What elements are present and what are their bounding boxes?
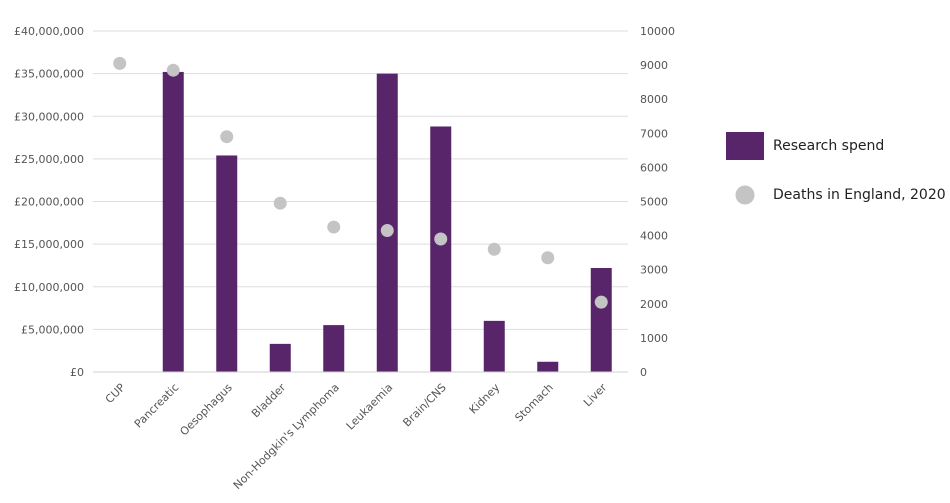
bar <box>483 320 505 372</box>
x-tick-label: CUP <box>103 381 128 406</box>
bar <box>537 361 559 372</box>
deaths-point <box>487 242 501 256</box>
right-tick-label: 1000 <box>640 332 668 345</box>
left-axis: £0 £5,000,000 £10,000,000 £15,000,000 £20,00… <box>14 25 84 379</box>
legend-label-deaths: Deaths in England, 2020 <box>773 187 946 203</box>
x-tick-label: Non-Hodgkin's Lymphoma <box>231 381 342 492</box>
right-tick-label: 9000 <box>640 59 668 72</box>
left-tick-label: £25,000,000 <box>14 153 84 166</box>
deaths-point <box>434 232 448 246</box>
deaths-point <box>273 196 287 210</box>
x-tick-label: Brain/CNS <box>400 381 448 429</box>
x-tick-label: Kidney <box>467 381 503 417</box>
right-tick-label: 10000 <box>640 25 675 38</box>
legend-label-research-spend: Research spend <box>773 138 884 154</box>
deaths-point <box>220 130 234 144</box>
legend: Research spend Deaths in England, 2020 <box>726 132 946 205</box>
x-tick-label: Liver <box>581 381 610 410</box>
left-tick-label: £10,000,000 <box>14 281 84 294</box>
deaths-point <box>166 63 180 77</box>
left-tick-label: £5,000,000 <box>21 323 84 336</box>
left-tick-label: £30,000,000 <box>14 110 84 123</box>
right-axis: 0 1000 2000 3000 4000 5000 6000 7000 8000 9000 100… <box>640 25 675 379</box>
left-tick-label: £20,000,000 <box>14 196 84 209</box>
x-tick-label: Bladder <box>249 381 289 421</box>
x-tick-label: Stomach <box>512 381 556 425</box>
x-tick-label: Pancreatic <box>132 381 182 431</box>
right-tick-label: 8000 <box>640 93 668 106</box>
left-tick-label: £40,000,000 <box>14 25 84 38</box>
bar <box>430 126 452 372</box>
bar <box>376 73 398 372</box>
right-tick-label: 4000 <box>640 230 668 243</box>
deaths-point <box>541 251 555 265</box>
deaths-point <box>380 223 394 237</box>
right-tick-label: 7000 <box>640 127 668 140</box>
bar <box>162 71 184 373</box>
bar <box>590 267 612 372</box>
right-tick-label: 5000 <box>640 196 668 209</box>
left-tick-label: £35,000,000 <box>14 68 84 81</box>
deaths-point <box>113 56 127 70</box>
left-tick-label: £0 <box>70 366 84 379</box>
x-tick-label: Oesophagus <box>177 381 235 439</box>
right-tick-label: 0 <box>640 366 647 379</box>
bar <box>269 343 291 372</box>
legend-swatch-deaths <box>735 185 755 205</box>
deaths-point <box>327 220 341 234</box>
x-tick-label: Leukaemia <box>344 381 396 433</box>
deaths-point <box>594 295 608 309</box>
bar <box>323 325 345 372</box>
right-tick-label: 3000 <box>640 264 668 277</box>
bar <box>216 155 238 372</box>
right-tick-label: 2000 <box>640 298 668 311</box>
left-tick-label: £15,000,000 <box>14 238 84 251</box>
deaths-markers <box>113 56 608 309</box>
legend-swatch-research-spend <box>726 132 764 160</box>
research-spend-bars <box>162 71 612 373</box>
right-tick-label: 6000 <box>640 161 668 174</box>
